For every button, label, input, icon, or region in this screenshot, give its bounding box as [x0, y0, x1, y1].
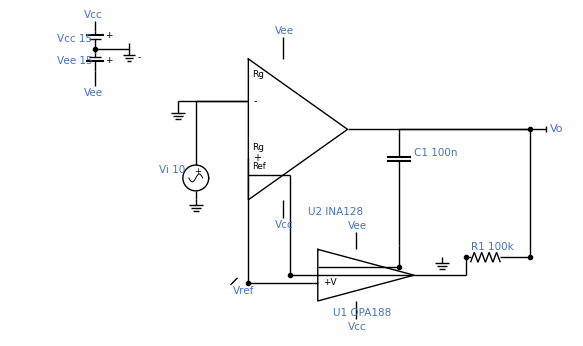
- Text: Vcc 15: Vcc 15: [57, 34, 92, 44]
- Text: +: +: [253, 153, 261, 163]
- Text: Rg: Rg: [252, 143, 264, 152]
- Text: Vee: Vee: [348, 220, 367, 230]
- Text: Vi 10: Vi 10: [159, 165, 185, 175]
- Text: Vcc: Vcc: [348, 322, 367, 332]
- Text: +V: +V: [323, 279, 336, 288]
- Text: U2 INA128: U2 INA128: [308, 207, 363, 217]
- Text: +: +: [194, 166, 201, 175]
- Text: Vref: Vref: [233, 286, 254, 296]
- Text: Vcc: Vcc: [84, 10, 102, 20]
- Text: Vee: Vee: [84, 88, 103, 98]
- Text: Vee 15: Vee 15: [57, 56, 93, 66]
- Text: -: -: [253, 96, 257, 106]
- Text: Rg: Rg: [252, 70, 264, 79]
- Text: -: -: [137, 53, 141, 62]
- Text: C1 100n: C1 100n: [414, 148, 458, 158]
- Text: Vee: Vee: [275, 26, 294, 36]
- Text: -: -: [323, 262, 326, 272]
- Text: Vcc: Vcc: [275, 220, 294, 230]
- Text: +: +: [106, 30, 113, 39]
- Text: +: +: [106, 56, 113, 65]
- Text: Vo: Vo: [550, 124, 563, 134]
- Text: U1 OPA188: U1 OPA188: [333, 308, 391, 318]
- Text: Ref: Ref: [252, 162, 266, 171]
- Text: R1 100k: R1 100k: [470, 243, 513, 252]
